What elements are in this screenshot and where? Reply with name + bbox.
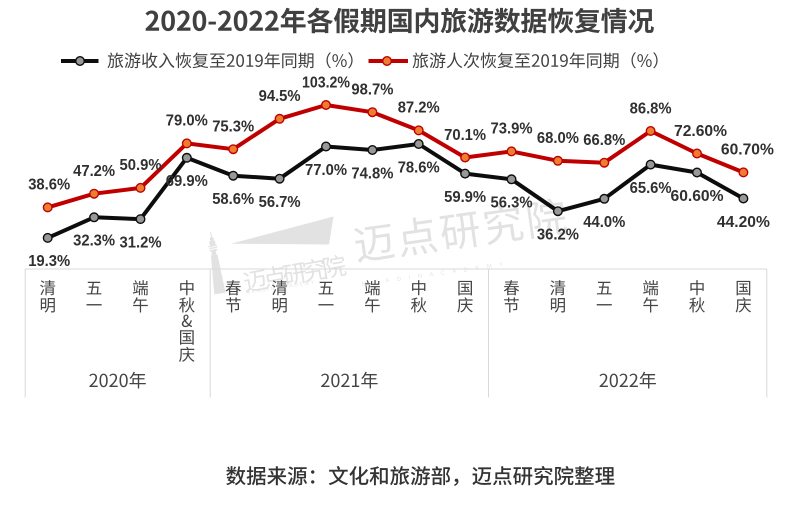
- svg-text:98.7%: 98.7%: [351, 82, 393, 99]
- svg-text:74.8%: 74.8%: [351, 165, 393, 182]
- svg-text:65.6%: 65.6%: [630, 180, 672, 197]
- svg-text:79.0%: 79.0%: [166, 113, 208, 130]
- svg-text:60.70%: 60.70%: [721, 142, 774, 159]
- svg-text:87.2%: 87.2%: [398, 100, 440, 117]
- svg-text:56.7%: 56.7%: [259, 194, 301, 211]
- svg-text:75.3%: 75.3%: [212, 119, 254, 136]
- svg-text:86.8%: 86.8%: [630, 100, 672, 117]
- svg-text:31.2%: 31.2%: [120, 234, 162, 251]
- svg-text:56.3%: 56.3%: [491, 195, 533, 212]
- svg-text:68.0%: 68.0%: [537, 130, 579, 147]
- svg-text:58.6%: 58.6%: [212, 191, 254, 208]
- svg-text:36.2%: 36.2%: [537, 227, 579, 244]
- svg-text:69.9%: 69.9%: [166, 173, 208, 190]
- svg-text:70.1%: 70.1%: [444, 127, 486, 144]
- svg-text:19.3%: 19.3%: [28, 253, 70, 270]
- svg-text:32.3%: 32.3%: [73, 233, 115, 250]
- svg-text:M E A D I N A C A D E M Y: M E A D I N A C A D E M Y: [361, 262, 506, 288]
- svg-text:38.6%: 38.6%: [28, 177, 70, 194]
- svg-text:60.60%: 60.60%: [671, 188, 724, 205]
- svg-text:50.9%: 50.9%: [120, 157, 162, 174]
- svg-text:103.2%: 103.2%: [302, 74, 350, 91]
- svg-text:78.6%: 78.6%: [398, 159, 440, 176]
- svg-text:44.0%: 44.0%: [583, 214, 625, 231]
- svg-text:72.60%: 72.60%: [674, 123, 727, 140]
- svg-text:73.9%: 73.9%: [491, 121, 533, 138]
- svg-text:77.0%: 77.0%: [305, 162, 347, 179]
- svg-text:44.20%: 44.20%: [717, 214, 770, 231]
- svg-text:59.9%: 59.9%: [444, 189, 486, 206]
- svg-text:47.2%: 47.2%: [73, 163, 115, 180]
- svg-text:94.5%: 94.5%: [259, 88, 301, 105]
- svg-text:66.8%: 66.8%: [583, 132, 625, 149]
